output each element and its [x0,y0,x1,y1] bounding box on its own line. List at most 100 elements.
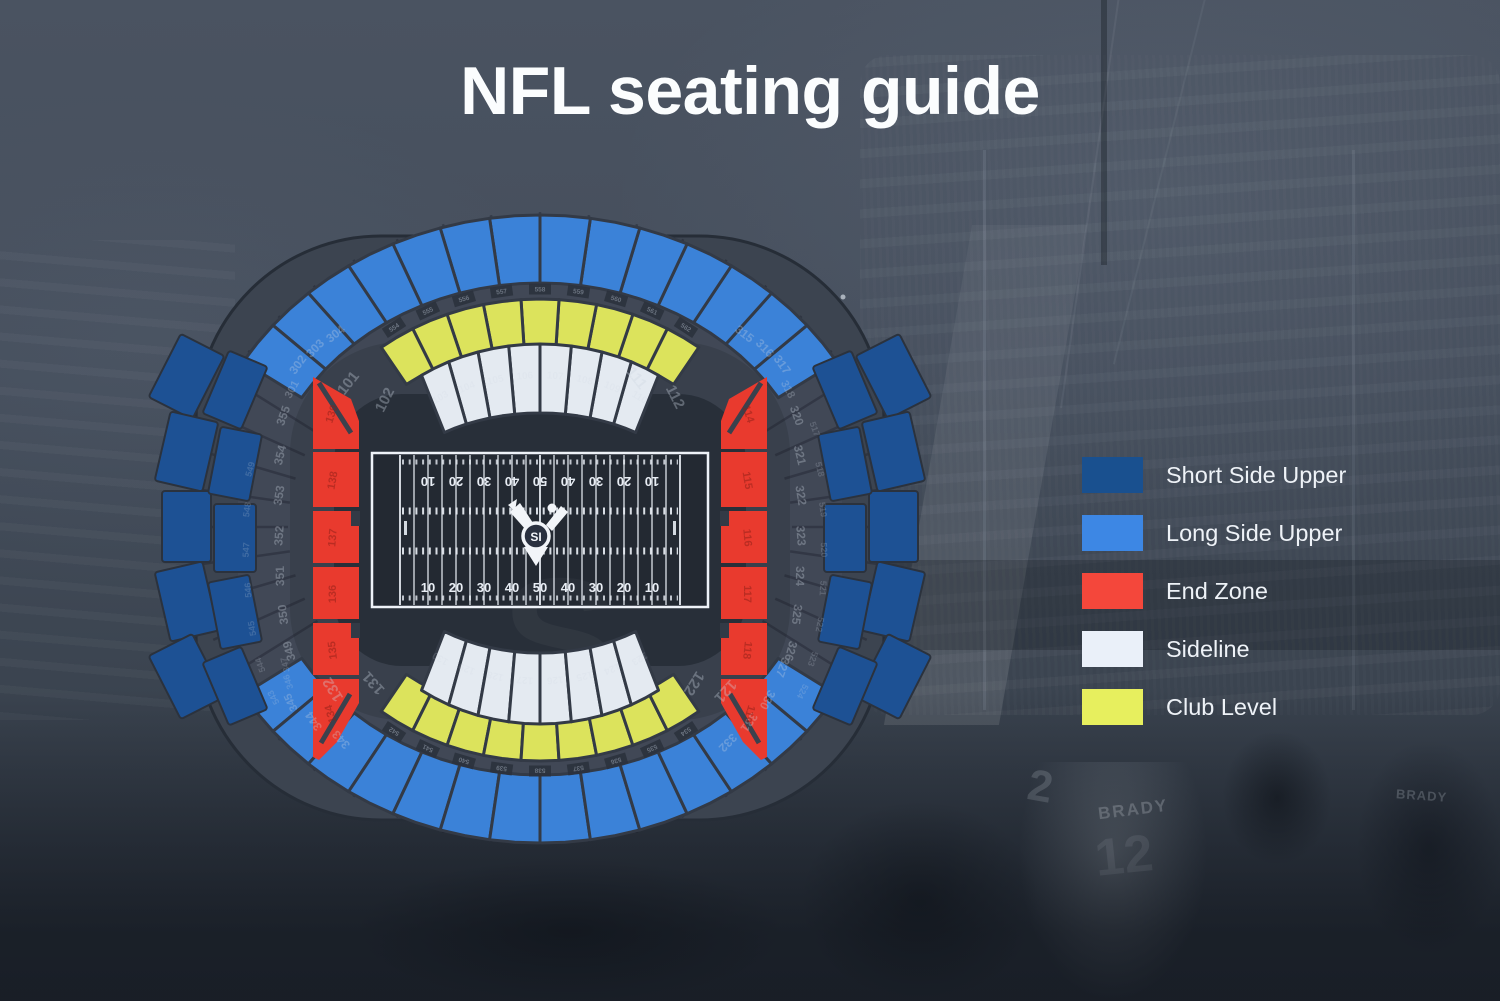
yard-number: 30 [477,580,491,595]
section-label: 522 [814,616,827,633]
section-label: 347 [278,656,291,673]
section-label: 322 [792,484,809,506]
seat-section [488,770,542,845]
yard-number: 20 [449,580,463,595]
yard-number: 30 [589,580,603,595]
band-end-zone [313,377,767,760]
tag-section-label: 561 [645,306,658,317]
seat-section [161,490,212,563]
section-label: 519 [817,501,829,517]
seat-section [507,650,542,726]
seat-section [313,452,359,507]
tag-section-label: 538 [534,767,545,774]
section-label: 320 [787,404,807,428]
legend-item-end-zone: End Zone [1082,573,1346,609]
page-title: NFL seating guide [460,53,1040,129]
seat-section [241,323,328,400]
section-label: 327 [773,656,793,680]
football-field: 10 20 30 40 50 40 30 20 10 10 20 30 40 50 40 30 20 10 SI [370,451,710,609]
band-sideline-bottom [420,630,660,726]
section-label: 117 [741,585,753,603]
legend-swatch-club-level [1082,689,1143,725]
section-label: 108 [575,373,594,388]
seat-section [154,410,219,493]
seat-section [420,360,468,434]
section-label: 119 [741,704,757,724]
legend-item-sideline: Sideline [1082,631,1346,667]
legend-swatch-sideline [1082,631,1143,667]
legend-item-long-side-upper: Long Side Upper [1082,515,1346,551]
tag-section-label: 558 [535,286,546,293]
tag-section-label: 554 [388,322,401,334]
tag-section-label: 557 [496,288,508,297]
seat-section [207,426,263,502]
tag-section-label: 537 [572,763,584,772]
legend-label: Long Side Upper [1166,519,1343,546]
seat-section [721,567,767,619]
yard-number: 10 [421,474,435,489]
ring-tags: 554 555 556 557 558 559 560 561 562 542 541 540 539 5… [381,283,699,777]
section-label: 137 [326,528,340,547]
yard-number: 50 [533,580,547,595]
yard-number: 20 [449,474,463,489]
tag-section-label: 555 [422,306,435,317]
section-label: 351 [273,566,287,587]
section-label: 114 [739,404,756,425]
section-label: 349 [280,639,299,662]
legend-swatch-short-side-upper [1082,457,1143,493]
section-label: 105 [486,373,505,388]
legend-item-club-level: Club Level [1082,689,1346,725]
seat-section [213,503,257,573]
tag-section-label: 541 [421,742,434,753]
legend: Short Side Upper Long Side Upper End Zon… [1082,457,1346,725]
section-label: 139 [324,403,341,424]
tag-section-label: 540 [458,755,471,765]
tag-section-label: 562 [679,322,692,334]
section-label: 107 [546,370,564,382]
yard-number: 40 [505,474,519,489]
section-label: 546 [243,582,254,598]
seat-section [855,333,932,420]
seat-section [812,646,878,726]
yard-number: 50 [533,474,547,489]
section-label: 547 [241,542,252,558]
section-label: 549 [243,461,257,478]
seat-section [823,503,867,573]
yard-number: 30 [477,474,491,489]
yard-number: 10 [645,580,659,595]
band-short-side-upper [148,333,932,726]
yard-number: 10 [421,580,435,595]
si-logo-text: SI [530,530,541,544]
tag-section-label: 535 [645,742,658,753]
section-label: 138 [326,470,341,490]
section-label: 118 [740,641,754,660]
section-label: 521 [817,580,828,596]
yard-number: 10 [645,474,659,489]
legend-item-short-side-upper: Short Side Upper [1082,457,1346,493]
seat-section [721,452,767,507]
section-label: 134 [323,703,340,725]
yard-number: 40 [561,580,575,595]
section-label: 346 [281,673,295,690]
tag-section-label: 534 [679,725,692,737]
band-long-side-upper-top [241,213,839,400]
tag-section-label: 539 [495,763,507,772]
legend-label: Club Level [1166,693,1278,720]
section-label: 548 [241,501,253,517]
section-label: 324 [793,566,807,587]
section-label: 520 [819,542,830,557]
section-label: 135 [326,641,340,661]
section-label: 545 [246,620,258,637]
section-label: 325 [789,604,805,626]
yard-number: 40 [505,580,519,595]
legend-swatch-long-side-upper [1082,515,1143,551]
section-label: 125 [575,668,594,683]
yard-number: 20 [617,474,631,489]
section-label: 128 [486,668,505,683]
tag-section-label: 560 [610,295,623,305]
field-tick [673,521,676,535]
seat-section [313,567,359,619]
map-dot [840,294,846,300]
section-label: 352 [271,525,286,546]
